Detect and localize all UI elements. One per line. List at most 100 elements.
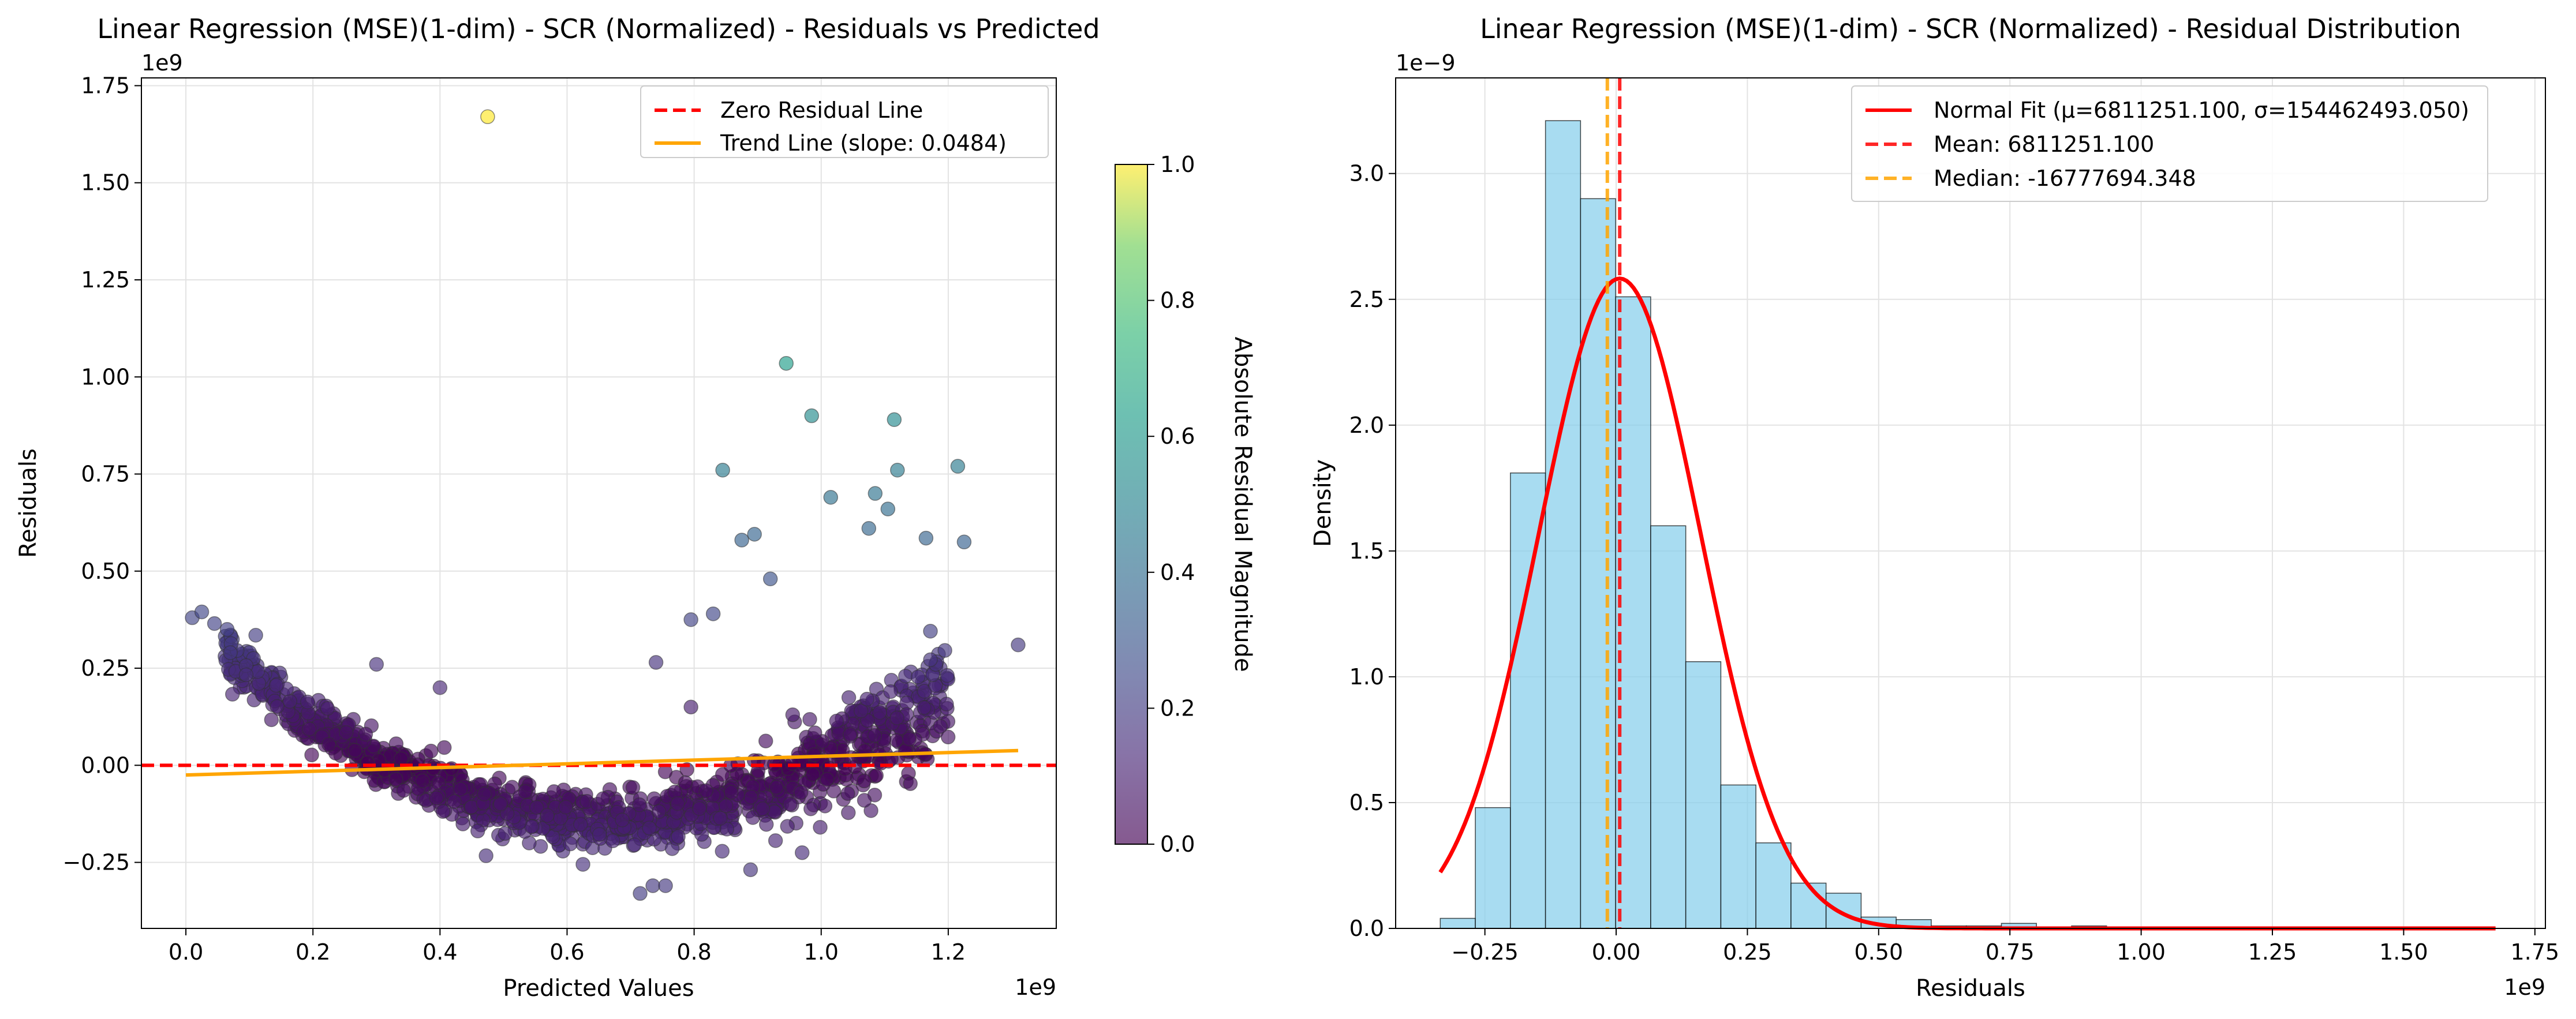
scatter-point-120 [802,711,817,727]
scatter-point-1238 [743,789,758,805]
scatter-point-1202 [698,783,713,799]
scatter-point-1099 [625,780,641,795]
left-x-tick-label-6: 1.2 [931,939,966,965]
scatter-point-651 [563,836,578,852]
scatter-point-1281 [632,797,647,812]
scatter-point-1154 [769,780,784,795]
scatter-point-1312 [734,533,749,548]
scatter-point-717 [478,848,493,863]
scatter-point-1290 [347,743,362,758]
scatter-point-1246 [755,801,771,816]
scatter-point-1216 [857,793,872,808]
scatter-point-1245 [300,694,315,710]
scatter-point-768 [423,743,439,759]
scatter-point-1165 [793,785,809,800]
scatter-point-977 [498,826,513,841]
scatter-point-1327 [683,612,698,627]
scatter-point-186 [455,816,470,831]
scatter-point-1286 [558,800,573,815]
scatter-point-881 [264,712,279,728]
left-y-tick-label-3: 0.50 [81,559,130,584]
scatter-point-1142 [282,694,298,709]
histogram-bar-0 [1440,917,1476,929]
left-y-tick-label-5: 1.00 [81,364,130,389]
scatter-point-1284 [493,796,508,811]
histogram-bar-9 [1755,842,1792,929]
scatter-point-1328 [762,571,778,586]
colorbar-tick-label-0: 0.0 [1160,831,1195,857]
scatter-point-1150 [854,703,869,718]
scatter-point-713 [780,819,795,834]
residuals-vs-predicted-chart: Linear Regression (MSE)(1-dim) - SCR (No… [15,13,1256,1002]
scatter-point-296 [715,844,730,859]
scatter-point-965 [903,776,918,791]
scatter-point-362 [863,803,878,818]
left-x-tick-label-2: 0.4 [423,939,457,965]
left-y-axis-label: Residuals [15,448,42,558]
scatter-point-1282 [429,791,444,806]
scatter-point-1330 [658,878,673,893]
scatter-point-1291 [477,786,492,801]
left-x-tick-label-1: 0.2 [296,939,330,965]
scatter-point-1262 [338,725,354,740]
scatter-point-1299 [723,785,739,800]
left-legend-box [640,85,1049,158]
right-x-tick-label-7: 1.50 [2379,939,2428,965]
right-x-tick-label-4: 0.75 [1986,939,2035,965]
scatter-point-742 [304,747,319,763]
scatter-point-892 [547,784,562,799]
colorbar-tick-label-3: 0.6 [1160,424,1195,449]
scatter-point-1188 [859,691,874,707]
scatter-point-1325 [683,699,698,715]
right-y-tick-label-2: 1.0 [1349,664,1384,690]
scatter-point-108 [923,624,938,639]
left-x-exponent: 1e9 [1015,975,1056,1000]
scatter-point-1289 [923,652,938,668]
scatter-point-1270 [268,677,284,693]
scatter-point-1300 [480,109,495,125]
right-legend: Normal Fit (μ=6811251.100, σ=154462493.0… [1851,85,2488,202]
histogram-bar-7 [1685,661,1722,929]
scatter-point-1249 [358,726,373,742]
scatter-point-1333 [794,845,810,860]
colorbar: 0.0 0.2 0.4 0.6 0.8 1.0 Absolute Residual Mag… [1115,152,1256,857]
mean-median-lines [1605,78,1622,928]
scatter-point-1049 [783,796,798,812]
histogram-bar-10 [1790,882,1827,929]
left-y-tick-label-7: 1.50 [81,170,130,196]
left-y-tick-label-6: 1.25 [81,267,130,293]
scatter-point-1297 [651,804,667,819]
scatter-point-1309 [880,501,896,516]
scatter-point-1311 [747,527,762,542]
left-x-ticks: 0.0 0.2 0.4 0.6 0.8 1.0 1.2 [169,928,966,965]
scatter-point-1322 [369,657,384,672]
scatter-point-1317 [194,604,210,620]
scatter-point-1272 [902,731,917,747]
scatter-point-1306 [715,463,730,478]
histogram-bar-6 [1650,525,1687,929]
scatter-point-1295 [238,667,254,683]
scatter-point-1271 [360,755,375,770]
scatter-point-1203 [435,804,451,819]
left-reference-lines [141,748,1056,777]
scatter-point-1230 [713,811,728,826]
legend-trend-line-label: Trend Line (slope: 0.0484) [720,130,1007,156]
right-x-exponent: 1e9 [2504,975,2545,1000]
scatter-point-1329 [645,878,660,893]
scatter-point-1090 [718,798,734,814]
scatter-point-1258 [415,773,430,788]
right-y-tick-label-3: 1.5 [1349,538,1384,564]
left-plot-frame [141,77,1057,929]
residual-distribution-chart: Linear Regression (MSE)(1-dim) - SCR (No… [1310,13,2559,1002]
left-x-tick-label-5: 1.0 [804,939,839,965]
scatter-point-1205 [524,819,539,834]
scatter-point-1323 [432,680,448,695]
scatter-point-1331 [633,886,648,901]
scatter-point-1254 [939,696,954,711]
histogram-bar-2 [1510,472,1546,929]
scatter-point-1278 [642,821,657,836]
right-y-tick-label-1: 0.5 [1349,790,1384,815]
scatter-point-1296 [540,808,555,823]
legend-mean-label: Mean: 6811251.100 [1934,132,2154,157]
